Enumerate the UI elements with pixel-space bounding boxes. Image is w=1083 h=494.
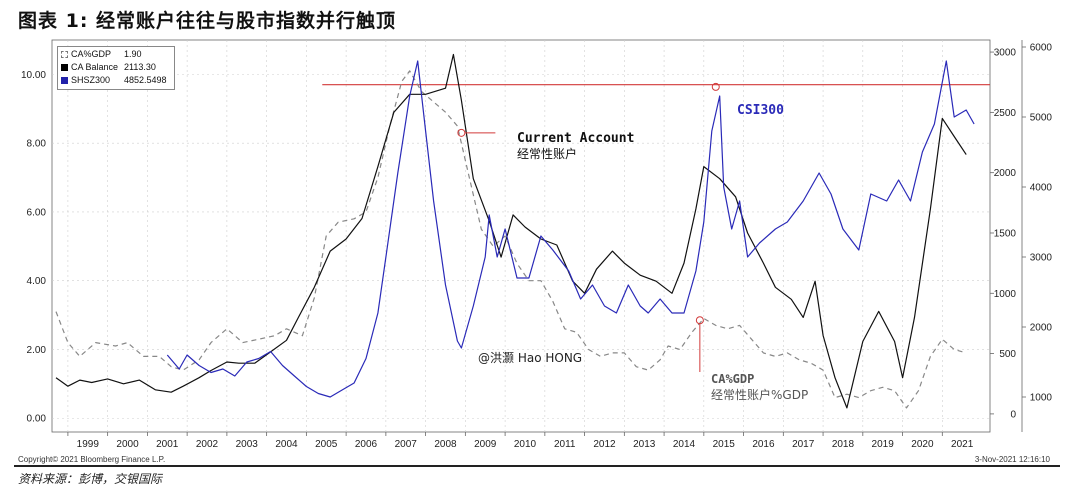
x-tick-label: 2014 — [673, 439, 696, 450]
x-tick-label: 2021 — [951, 439, 974, 450]
x-tick-label: 2000 — [116, 439, 139, 450]
y-right-inner-tick-label: 2000 — [994, 168, 1017, 179]
source-divider — [14, 465, 1060, 467]
series-csi300-line — [166, 60, 975, 398]
annotation-marker — [711, 82, 720, 91]
x-tick-label: 2009 — [474, 439, 497, 450]
annotation-marker — [457, 128, 466, 137]
y-right-outer-tick-label: 6000 — [1030, 43, 1053, 54]
y-left-tick-label: 4.00 — [27, 276, 47, 287]
y-right-inner-tick-label: 1000 — [994, 289, 1017, 300]
annotation-csi300: CSI300 — [737, 103, 784, 118]
annotation-marker — [695, 316, 704, 325]
y-right-outer-tick-label: 2000 — [1030, 323, 1053, 334]
legend-value: 2113.30 — [124, 62, 156, 72]
y-left-tick-label: 6.00 — [27, 207, 47, 218]
x-tick-label: 2020 — [911, 439, 934, 450]
watermark: @洪灏 Hao HONG — [478, 350, 582, 365]
y-right-inner-tick-label: 2500 — [994, 108, 1017, 119]
y-right-outer-tick-label: 4000 — [1030, 183, 1053, 194]
annotation-ca-gdp-cn: 经常性账户%GDP — [711, 387, 808, 402]
page-title: 图表 1: 经常账户往往与股市指数并行触顶 — [18, 10, 397, 32]
legend-name: CA Balance — [71, 62, 119, 72]
copyright-text: Copyright© 2021 Bloomberg Finance L.P. — [18, 455, 165, 464]
x-tick-label: 2013 — [633, 439, 656, 450]
legend-item: SHSZ300 4852.5498 — [58, 75, 174, 87]
y-right-inner-tick-label: 1500 — [994, 228, 1017, 239]
x-tick-label: 1999 — [77, 439, 100, 450]
x-tick-label: 2017 — [792, 439, 815, 450]
x-tick-label: 2012 — [593, 439, 616, 450]
x-tick-label: 2004 — [275, 439, 298, 450]
annotation-current-account-cn: 经常性账户 — [517, 146, 577, 161]
y-right-outer-tick-label: 1000 — [1030, 393, 1053, 404]
x-tick-label: 2006 — [355, 439, 378, 450]
series-ca-balance-line — [55, 53, 967, 409]
legend: CA%GDP 1.90 CA Balance 2113.30 SHSZ300 4… — [57, 46, 175, 90]
x-tick-label: 2010 — [514, 439, 537, 450]
annotation-current-account: Current Account — [517, 131, 634, 146]
legend-name: SHSZ300 — [71, 75, 111, 85]
timestamp-text: 3-Nov-2021 12:16:10 — [975, 455, 1051, 464]
legend-swatch — [61, 77, 68, 84]
y-right-outer-tick-label: 5000 — [1030, 113, 1053, 124]
x-tick-label: 2015 — [713, 439, 736, 450]
annotation-ca-gdp: CA%GDP — [711, 372, 754, 386]
legend-item: CA%GDP 1.90 — [58, 49, 174, 61]
y-right-outer-tick-label: 3000 — [1030, 253, 1053, 264]
y-left-tick-label: 0.00 — [27, 414, 47, 425]
x-tick-label: 2007 — [395, 439, 418, 450]
y-right-inner-tick-label: 0 — [1010, 409, 1016, 420]
y-left-tick-label: 2.00 — [27, 345, 47, 356]
x-tick-label: 2008 — [434, 439, 457, 450]
y-right-inner-tick-label: 3000 — [994, 48, 1017, 59]
x-tick-label: 2003 — [236, 439, 259, 450]
x-tick-label: 2002 — [196, 439, 219, 450]
source-note: 资料来源：彭博，交银国际 — [18, 472, 163, 486]
x-tick-label: 2005 — [315, 439, 338, 450]
plot-area — [51, 39, 991, 433]
legend-item: CA Balance 2113.30 — [58, 62, 174, 74]
legend-swatch — [61, 64, 68, 71]
x-tick-label: 2019 — [872, 439, 895, 450]
x-tick-label: 2018 — [832, 439, 855, 450]
legend-value: 4852.5498 — [124, 75, 167, 85]
y-right-inner-tick-label: 500 — [999, 349, 1016, 360]
x-tick-label: 2016 — [752, 439, 775, 450]
series-ca-gdp-line — [55, 70, 967, 409]
legend-swatch — [61, 51, 68, 58]
y-left-tick-label: 10.00 — [21, 70, 46, 81]
y-left-tick-label: 8.00 — [27, 139, 47, 150]
x-tick-label: 2011 — [554, 439, 576, 450]
legend-value: 1.90 — [124, 49, 142, 59]
x-tick-label: 2001 — [156, 439, 179, 450]
legend-name: CA%GDP — [71, 49, 112, 59]
